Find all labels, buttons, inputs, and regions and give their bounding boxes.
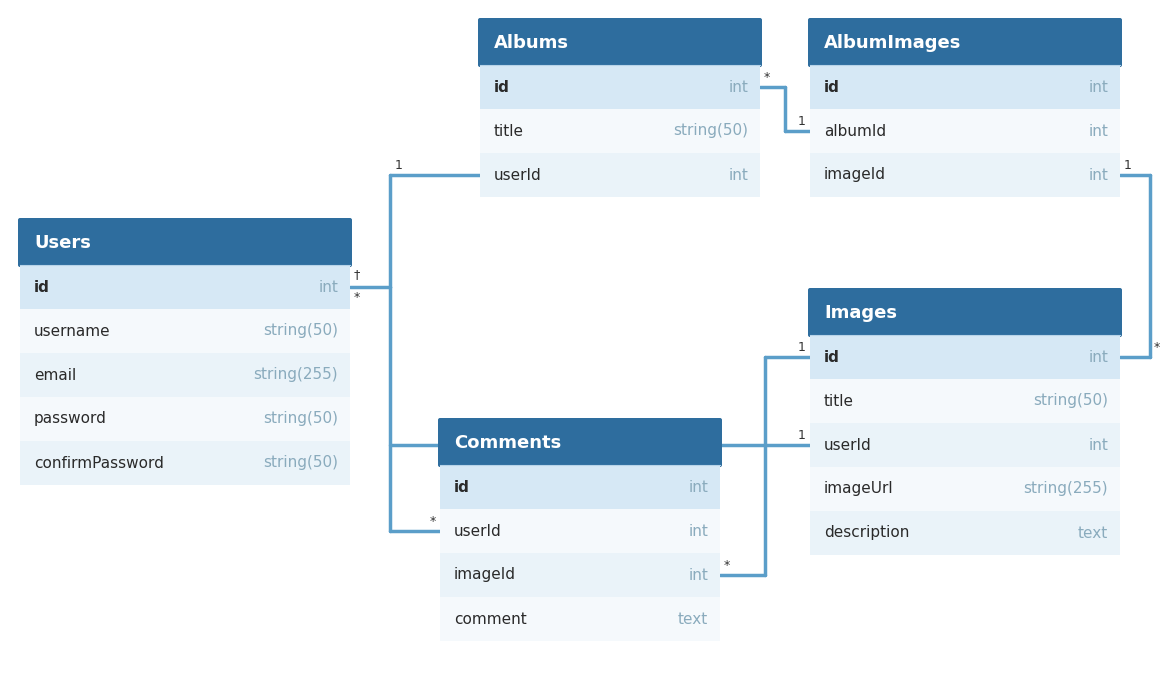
Text: *: * xyxy=(430,515,436,528)
Text: id: id xyxy=(454,480,470,495)
Text: Albums: Albums xyxy=(494,33,569,51)
Text: title: title xyxy=(823,394,854,408)
Bar xyxy=(440,465,719,509)
Bar xyxy=(480,109,760,153)
Bar xyxy=(20,265,350,309)
Bar xyxy=(809,467,1120,511)
Bar xyxy=(20,441,350,485)
Bar xyxy=(440,597,719,641)
Text: description: description xyxy=(823,525,910,540)
FancyBboxPatch shape xyxy=(438,418,722,467)
Text: *: * xyxy=(764,71,770,84)
FancyBboxPatch shape xyxy=(808,288,1122,337)
Text: string(255): string(255) xyxy=(253,367,338,383)
Text: title: title xyxy=(494,123,524,138)
Text: id: id xyxy=(823,349,840,365)
Text: albumId: albumId xyxy=(823,123,887,138)
Text: string(50): string(50) xyxy=(263,412,338,426)
Bar xyxy=(480,153,760,197)
Text: userId: userId xyxy=(823,437,871,453)
Text: int: int xyxy=(1089,123,1108,138)
Bar xyxy=(20,309,350,353)
Text: *: * xyxy=(1154,341,1160,354)
Bar xyxy=(809,109,1120,153)
Text: int: int xyxy=(728,167,748,183)
Text: *: * xyxy=(724,559,730,572)
Text: string(50): string(50) xyxy=(673,123,748,138)
Text: Images: Images xyxy=(823,304,897,322)
Text: 1: 1 xyxy=(798,341,806,354)
Text: username: username xyxy=(34,323,111,338)
Text: Comments: Comments xyxy=(454,433,562,451)
Text: password: password xyxy=(34,412,107,426)
Text: imageUrl: imageUrl xyxy=(823,482,894,496)
Text: id: id xyxy=(34,280,50,295)
Bar xyxy=(809,423,1120,467)
Text: 1: 1 xyxy=(798,429,806,442)
Text: *: * xyxy=(354,291,360,304)
Text: userId: userId xyxy=(494,167,542,183)
Bar xyxy=(440,553,719,597)
Text: confirmPassword: confirmPassword xyxy=(34,455,164,471)
Text: int: int xyxy=(688,480,708,495)
Bar xyxy=(809,379,1120,423)
Text: Users: Users xyxy=(34,233,91,251)
FancyBboxPatch shape xyxy=(478,18,762,67)
Text: text: text xyxy=(1078,525,1108,540)
Text: text: text xyxy=(677,612,708,626)
Bar xyxy=(809,65,1120,109)
Text: id: id xyxy=(823,80,840,95)
FancyBboxPatch shape xyxy=(808,18,1122,67)
Text: int: int xyxy=(1089,437,1108,453)
Text: string(50): string(50) xyxy=(263,455,338,471)
Text: int: int xyxy=(688,567,708,583)
Text: 1: 1 xyxy=(798,115,806,128)
Text: imageId: imageId xyxy=(823,167,887,183)
Bar xyxy=(809,335,1120,379)
Text: 1: 1 xyxy=(395,159,403,172)
Text: email: email xyxy=(34,367,76,383)
Text: int: int xyxy=(1089,349,1108,365)
Text: 1: 1 xyxy=(1124,159,1132,172)
Text: int: int xyxy=(1089,80,1108,95)
Bar xyxy=(20,353,350,397)
Bar xyxy=(480,65,760,109)
Text: AlbumImages: AlbumImages xyxy=(823,33,961,51)
Bar xyxy=(20,397,350,441)
Bar xyxy=(440,509,719,553)
Text: int: int xyxy=(1089,167,1108,183)
Bar xyxy=(809,153,1120,197)
Text: int: int xyxy=(728,80,748,95)
Text: imageId: imageId xyxy=(454,567,516,583)
Text: †: † xyxy=(354,268,361,281)
Text: string(50): string(50) xyxy=(263,323,338,338)
Text: int: int xyxy=(688,524,708,538)
Text: comment: comment xyxy=(454,612,527,626)
Text: string(255): string(255) xyxy=(1023,482,1108,496)
Bar xyxy=(809,511,1120,555)
Text: id: id xyxy=(494,80,510,95)
Text: string(50): string(50) xyxy=(1033,394,1108,408)
FancyBboxPatch shape xyxy=(18,218,352,267)
Text: int: int xyxy=(318,280,338,295)
Text: userId: userId xyxy=(454,524,502,538)
